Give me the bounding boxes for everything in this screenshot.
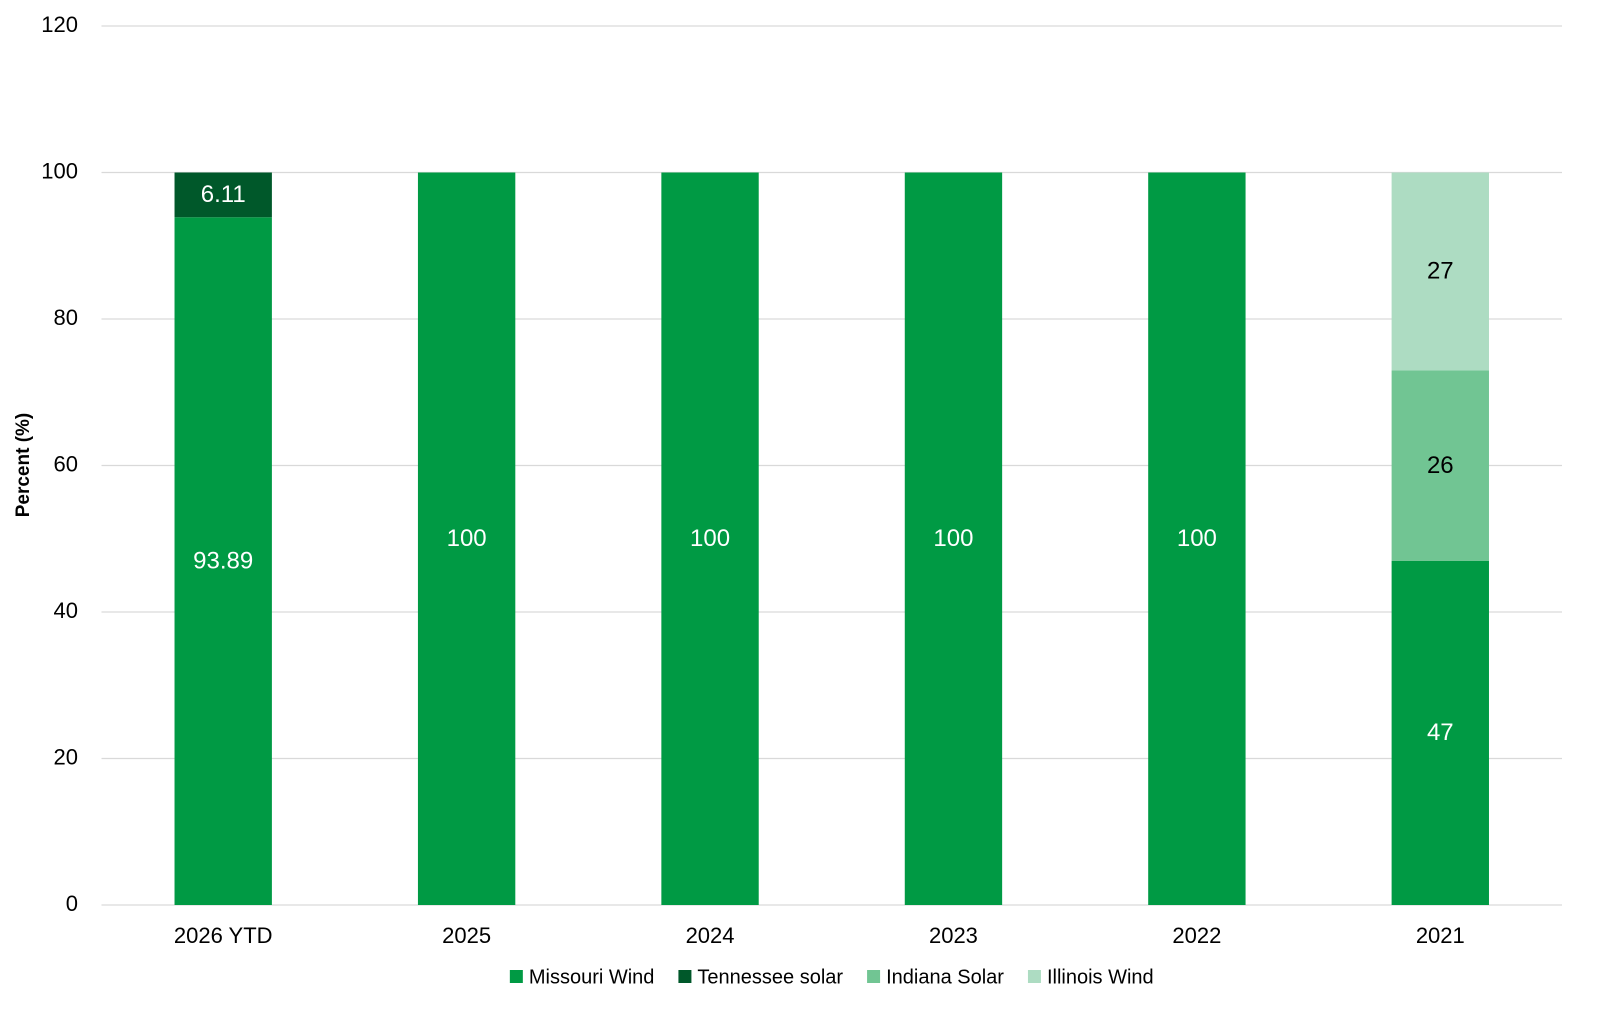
legend-label: Illinois Wind — [1047, 966, 1154, 988]
y-tick-label: 0 — [66, 891, 78, 916]
x-tick-label: 2026 YTD — [174, 923, 273, 948]
data-label: 93.89 — [193, 547, 253, 574]
data-label: 6.11 — [201, 181, 246, 208]
data-label: 27 — [1427, 258, 1454, 285]
bar-segment — [1391, 560, 1489, 905]
y-tick-label: 80 — [54, 305, 78, 330]
legend-swatch — [1027, 970, 1041, 983]
y-tick-label: 100 — [41, 158, 78, 183]
data-label: 26 — [1427, 452, 1454, 479]
x-tick-label: 2021 — [1416, 923, 1465, 948]
y-tick-label: 120 — [41, 12, 78, 37]
bar-segment — [1148, 172, 1246, 905]
data-label: 100 — [933, 525, 973, 552]
bar-segment — [1391, 370, 1489, 561]
y-tick-label: 40 — [54, 598, 78, 623]
bar-segment — [417, 172, 516, 905]
data-label: 100 — [690, 525, 730, 552]
y-tick-label: 60 — [54, 451, 78, 476]
legend-swatch — [509, 970, 523, 983]
y-tick-label: 20 — [54, 744, 78, 769]
bar-segment — [661, 172, 759, 905]
data-label: 100 — [447, 525, 487, 552]
y-axis-title: Percent (%) — [13, 413, 34, 518]
x-tick-label: 2024 — [686, 923, 735, 948]
legend-label: Missouri Wind — [529, 966, 655, 988]
legend-label: Tennessee solar — [697, 966, 843, 988]
legend-swatch — [867, 970, 881, 983]
x-tick-label: 2025 — [442, 923, 491, 948]
bar-segment — [174, 172, 272, 218]
x-tick-label: 2022 — [1172, 923, 1221, 948]
bar-segment — [904, 172, 1003, 905]
legend-label: Indiana Solar — [886, 966, 1004, 988]
bar-segment — [174, 217, 272, 906]
x-tick-label: 2023 — [929, 923, 978, 948]
data-label: 100 — [1177, 525, 1217, 552]
legend-swatch — [678, 970, 692, 983]
legend: Missouri Wind Tennessee solar Indiana Sola… — [509, 966, 1154, 988]
data-label: 47 — [1427, 719, 1454, 746]
bar-segment — [1391, 172, 1489, 371]
